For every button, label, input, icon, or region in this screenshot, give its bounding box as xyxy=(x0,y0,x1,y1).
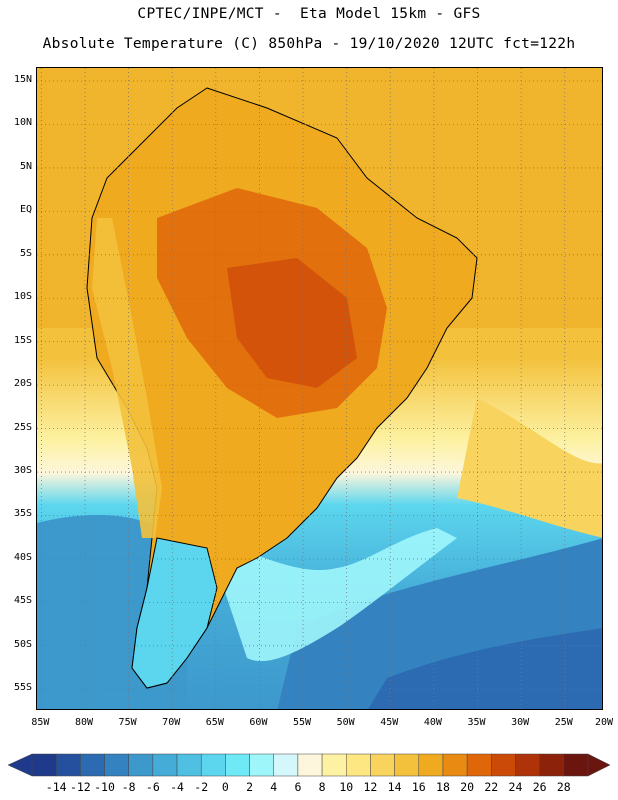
colorbar-segment xyxy=(273,753,299,777)
colorbar-tick-label: 2 xyxy=(246,780,254,794)
colorbar-tick-label: -10 xyxy=(94,780,115,794)
colorbar-segment xyxy=(491,753,516,777)
lon-label: 85W xyxy=(31,717,50,728)
colorbar-segment xyxy=(346,753,371,777)
colorbar-tick-label: 18 xyxy=(436,780,450,794)
colorbar-tick-label: 0 xyxy=(221,780,229,794)
colorbar-segment xyxy=(225,753,250,777)
colorbar-tick-label: -6 xyxy=(145,780,160,794)
colorbar-tick-label: -8 xyxy=(121,780,136,794)
colorbar-tick-label: 24 xyxy=(508,780,523,794)
colorbar-segment xyxy=(200,753,226,777)
lat-label: 20S xyxy=(13,378,32,390)
colorbar-segment xyxy=(539,753,565,777)
colorbar xyxy=(7,753,611,777)
lon-label: 30W xyxy=(511,717,530,728)
colorbar-tick-label: 16 xyxy=(411,780,426,794)
lat-label: 35S xyxy=(13,508,32,520)
lat-label: 15S xyxy=(13,334,32,346)
title-line-1: CPTEC/INPE/MCT - Eta Model 15km - GFS xyxy=(137,6,481,22)
colorbar-segment xyxy=(128,753,154,777)
title-line-2: Absolute Temperature (C) 850hPa - 19/10/… xyxy=(42,36,576,52)
lon-label: 50W xyxy=(336,717,355,728)
lon-label: 40W xyxy=(423,717,442,728)
colorbar-segment xyxy=(152,753,178,777)
colorbar-tick-label: 26 xyxy=(532,780,547,794)
colorbar-tick-label: 10 xyxy=(339,780,354,794)
lat-label: 45S xyxy=(13,595,32,607)
lat-label: 40S xyxy=(13,551,32,563)
colorbar-segment xyxy=(515,753,540,777)
light-cyan-tongue xyxy=(207,528,457,662)
lat-label: EQ xyxy=(19,204,32,216)
colorbar-tick-label: -2 xyxy=(194,780,209,794)
lat-label: 55S xyxy=(13,682,32,694)
colorbar-tick-label: 20 xyxy=(460,780,475,794)
graticule xyxy=(37,68,602,709)
lon-label: 25W xyxy=(554,717,573,728)
lon-label: 20W xyxy=(594,717,614,728)
colorbar-segment xyxy=(442,753,468,777)
colorbar-segment xyxy=(418,753,444,777)
colorbar-segment xyxy=(176,753,202,777)
temperature-map xyxy=(36,67,603,710)
colorbar-tick-label: 8 xyxy=(318,780,326,794)
colorbar-segment xyxy=(249,753,274,777)
lon-label: 45W xyxy=(380,717,399,728)
colorbar-segment xyxy=(104,753,129,777)
lon-label: 60W xyxy=(249,717,268,728)
lat-label: 25S xyxy=(13,421,32,433)
lat-label: 15N xyxy=(13,74,32,86)
colorbar-tick-label: 28 xyxy=(556,780,571,794)
colorbar-segment xyxy=(321,753,347,777)
colorbar-tick-label: 6 xyxy=(294,780,302,794)
colorbar-tick-label: -12 xyxy=(69,780,91,794)
hot-core xyxy=(227,258,357,388)
colorbar-segment xyxy=(80,753,105,777)
colorbar-segment xyxy=(370,753,395,777)
colorbar-tick-label: 12 xyxy=(363,780,378,794)
lat-label: 50S xyxy=(13,638,32,650)
patagonia-cold xyxy=(131,537,218,689)
colorbar-segment xyxy=(297,753,323,777)
lon-label: 70W xyxy=(162,717,181,728)
lat-label: 30S xyxy=(13,465,32,477)
lon-label: 75W xyxy=(118,717,137,728)
colorbar-tick-label: 14 xyxy=(387,780,402,794)
lat-label: 5S xyxy=(19,247,32,259)
colorbar-segment xyxy=(563,753,589,777)
warm-southeast-lobe xyxy=(457,398,602,538)
lat-label: 10N xyxy=(13,117,32,129)
colorbar-tick-label: -4 xyxy=(170,780,184,794)
lon-label: 80W xyxy=(74,717,93,728)
lat-label: 10S xyxy=(13,291,32,303)
colorbar-segment xyxy=(55,753,81,777)
colorbar-min-arrow xyxy=(7,753,33,777)
colorbar-segment xyxy=(466,753,492,777)
lon-label: 35W xyxy=(467,717,486,728)
colorbar-tick-label: 22 xyxy=(484,780,499,794)
colorbar-tick-label: -14 xyxy=(45,780,67,794)
lon-label: 65W xyxy=(205,717,224,728)
map-canvas xyxy=(37,68,602,709)
deep-cold-southeast xyxy=(368,628,602,709)
lon-label: 55W xyxy=(293,717,312,728)
colorbar-segment xyxy=(394,753,420,777)
colorbar-segment xyxy=(31,753,57,777)
colorbar-tick-label: 4 xyxy=(270,780,278,794)
colorbar-max-arrow xyxy=(587,753,611,777)
lat-label: 5N xyxy=(19,160,32,172)
